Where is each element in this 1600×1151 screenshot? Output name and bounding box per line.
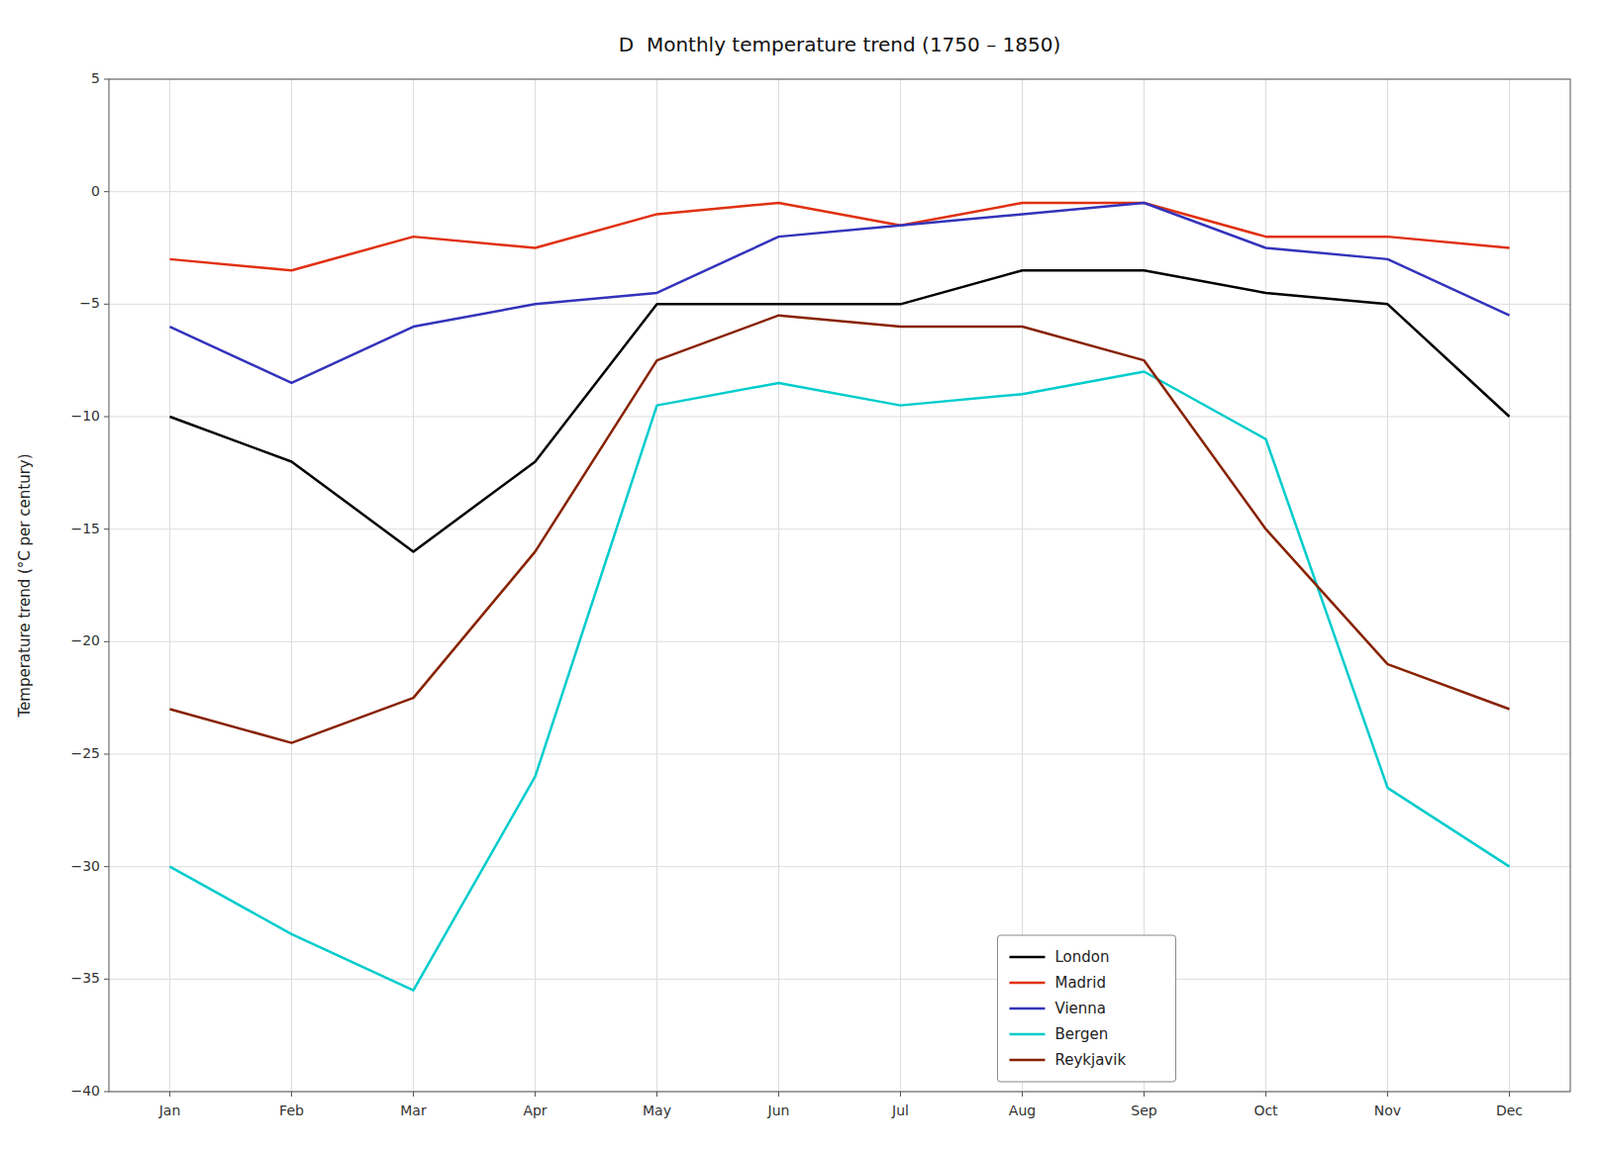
x-grid-line (778, 79, 780, 1093)
x-tick (169, 1092, 171, 1098)
y-tick (103, 79, 109, 81)
y-tick-label: −30 (70, 858, 100, 875)
x-tick-label: Jul (891, 1102, 909, 1119)
axes: −40 −35 −30 −25 −20 −15 −10 −5 0 5 Jan Feb Mar Apr May… (70, 70, 1571, 1119)
legend-swatch (1008, 982, 1045, 986)
y-tick-label: −5 (79, 295, 100, 311)
y-tick-label: −40 (70, 1083, 100, 1100)
x-tick-label: Aug (1008, 1102, 1036, 1119)
grid (108, 79, 1571, 1093)
legend: London Madrid Vienna Bergen Reykjavik (997, 935, 1176, 1083)
y-tick-label: −25 (70, 745, 100, 762)
x-tick (1387, 1092, 1389, 1098)
x-tick-label: Apr (522, 1102, 547, 1119)
series-line (170, 270, 1510, 552)
legend-label: Reykjavik (1054, 1051, 1126, 1070)
x-tick (534, 1092, 536, 1098)
legend-label: Madrid (1054, 974, 1106, 993)
chart: −40 −35 −30 −25 −20 −15 −10 −5 0 5 Jan Feb Mar Apr May… (0, 0, 1600, 1151)
y-grid-line (108, 866, 1571, 868)
y-tick-label: −10 (70, 407, 100, 424)
y-grid-line (108, 641, 1571, 643)
legend-label: London (1054, 948, 1109, 967)
x-tick (412, 1092, 414, 1098)
plot-frame (108, 79, 1571, 1093)
legend-swatch (1008, 956, 1045, 960)
background (0, 0, 1600, 1151)
x-tick (1265, 1092, 1267, 1098)
x-grid-line (900, 79, 901, 1093)
x-tick-label: Dec (1496, 1102, 1523, 1119)
x-tick-label: Nov (1374, 1102, 1401, 1119)
y-tick (103, 754, 109, 756)
y-tick-label: −20 (70, 632, 100, 649)
series-line (170, 202, 1510, 384)
y-tick-label: 0 (91, 183, 100, 200)
x-grid-line (534, 79, 536, 1093)
series-line (170, 372, 1510, 992)
legend-label: Bergen (1054, 1025, 1108, 1044)
series-lines (170, 202, 1510, 992)
x-grid-line (169, 79, 171, 1093)
x-grid-line (1265, 79, 1267, 1093)
y-axis-label: Temperature trend (°C per century) (15, 453, 34, 718)
title: D Monthly temperature trend (1750 – 1850… (618, 32, 1061, 57)
y-tick (103, 528, 109, 530)
x-tick-label: Oct (1253, 1102, 1279, 1119)
y-tick (103, 641, 109, 643)
x-tick (656, 1092, 658, 1098)
x-tick (900, 1092, 901, 1098)
legend-swatch (1008, 1059, 1045, 1063)
y-tick-label: 5 (91, 70, 100, 87)
x-grid-line (291, 79, 293, 1093)
x-tick (778, 1092, 780, 1098)
legend-box (997, 935, 1176, 1083)
x-tick-label: Mar (400, 1102, 427, 1119)
y-grid-line (108, 191, 1571, 193)
x-tick (1508, 1092, 1510, 1098)
x-grid-line (412, 79, 414, 1093)
y-tick-label: −35 (70, 970, 100, 987)
x-grid-line (1508, 79, 1510, 1093)
y-grid-line (108, 528, 1571, 530)
x-grid-line (1387, 79, 1389, 1093)
y-grid-line (108, 979, 1571, 981)
y-grid-line (108, 416, 1571, 418)
legend-swatch (1008, 1007, 1045, 1011)
x-tick-label: Sep (1130, 1102, 1158, 1119)
x-tick-label: Jun (767, 1102, 791, 1119)
x-tick (291, 1092, 293, 1098)
x-tick-label: May (642, 1102, 672, 1119)
y-tick (103, 303, 109, 305)
x-tick (1143, 1092, 1145, 1098)
y-tick (103, 416, 109, 418)
x-tick-label: Feb (279, 1102, 304, 1119)
x-grid-line (656, 79, 658, 1093)
series-line (170, 315, 1510, 744)
y-grid-line (108, 754, 1571, 756)
legend-label: Vienna (1054, 1000, 1106, 1018)
series-line (170, 202, 1510, 271)
y-tick-label: −15 (70, 520, 100, 537)
x-tick-label: Jan (158, 1102, 182, 1119)
y-tick (103, 191, 109, 193)
y-tick (103, 1092, 109, 1094)
y-tick (103, 979, 109, 981)
legend-swatch (1008, 1033, 1045, 1037)
x-tick (1021, 1092, 1023, 1098)
y-tick (103, 866, 109, 868)
